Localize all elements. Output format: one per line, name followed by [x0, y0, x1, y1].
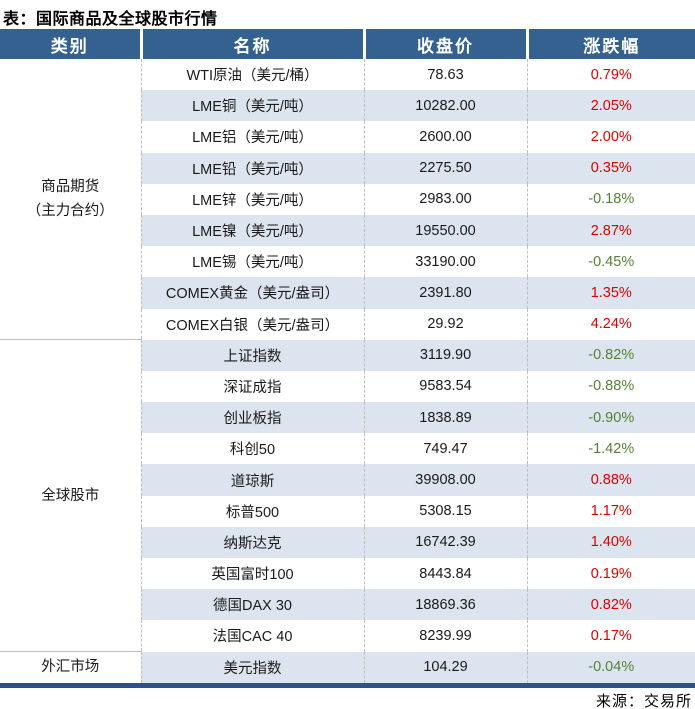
close-price-cell: 3119.90	[363, 339, 527, 371]
change-pct-cell: 0.17%	[526, 620, 695, 652]
table-row: LME铝（美元/吨） 2600.00 2.00%	[0, 121, 695, 153]
table-row: 法国CAC 40 8239.99 0.17%	[0, 620, 695, 652]
table-row: 创业板指 1838.89 -0.90%	[0, 402, 695, 434]
change-pct-cell: 0.82%	[526, 589, 695, 621]
header-category: 类别	[0, 29, 141, 59]
close-price-cell: 2275.50	[363, 152, 527, 184]
table-row: 英国富时100 8443.84 0.19%	[0, 558, 695, 590]
close-price-cell: 2983.00	[363, 183, 527, 215]
instrument-name-cell: 科创50	[140, 433, 364, 465]
instrument-name-cell: 德国DAX 30	[140, 589, 364, 621]
table-row: 纳斯达克 16742.39 1.40%	[0, 526, 695, 558]
close-price-cell: 10282.00	[363, 90, 527, 122]
change-pct-cell: -0.18%	[526, 183, 695, 215]
table-row: COMEX黄金（美元/盎司） 2391.80 1.35%	[0, 277, 695, 309]
change-pct-cell: -0.90%	[526, 402, 695, 434]
market-table-body: 商品期货 （主力合约） WTI原油（美元/桶） 78.63 0.79% LME铜（美元/吨…	[0, 59, 695, 683]
category-cell: 外汇市场	[0, 651, 141, 683]
table-row: LME铜（美元/吨） 10282.00 2.05%	[0, 90, 695, 122]
close-price-cell: 18869.36	[363, 589, 527, 621]
instrument-name-cell: 深证成指	[140, 370, 364, 403]
table-row: 德国DAX 30 18869.36 0.82%	[0, 589, 695, 621]
instrument-name-cell: 道琼斯	[140, 464, 364, 496]
instrument-name-cell: COMEX白银（美元/盎司）	[140, 308, 364, 340]
close-price-cell: 2600.00	[363, 121, 527, 153]
table-row: LME镍（美元/吨） 19550.00 2.87%	[0, 214, 695, 247]
close-price-cell: 19550.00	[363, 214, 527, 247]
change-pct-cell: -0.04%	[526, 651, 695, 683]
table-row: 深证成指 9583.54 -0.88%	[0, 370, 695, 403]
close-price-cell: 29.92	[363, 308, 527, 340]
change-pct-cell: 1.40%	[526, 526, 695, 558]
close-price-cell: 2391.80	[363, 277, 527, 309]
close-price-cell: 1838.89	[363, 402, 527, 434]
instrument-name-cell: 法国CAC 40	[140, 620, 364, 652]
close-price-cell: 749.47	[363, 433, 527, 465]
change-pct-cell: -0.88%	[526, 370, 695, 403]
close-price-cell: 16742.39	[363, 526, 527, 558]
instrument-name-cell: LME铅（美元/吨）	[140, 152, 364, 184]
instrument-name-cell: 美元指数	[140, 651, 364, 683]
change-pct-cell: -0.82%	[526, 339, 695, 371]
instrument-name-cell: LME铜（美元/吨）	[140, 90, 364, 122]
change-pct-cell: 0.79%	[526, 59, 695, 91]
table-row: 外汇市场 美元指数 104.29 -0.04%	[0, 651, 695, 683]
table-header: 类别 名称 收盘价 涨跌幅	[0, 29, 695, 59]
market-table: 类别 名称 收盘价 涨跌幅 商品期货 （主力合约） WTI原油（美元/桶） 78.63…	[0, 29, 695, 683]
table-row: 商品期货 （主力合约） WTI原油（美元/桶） 78.63 0.79%	[0, 59, 695, 341]
table-row: COMEX白银（美元/盎司） 29.92 4.24%	[0, 308, 695, 340]
instrument-name-cell: COMEX黄金（美元/盎司）	[140, 277, 364, 309]
change-pct-cell: 2.00%	[526, 121, 695, 153]
header-name: 名称	[139, 29, 364, 59]
close-price-cell: 8443.84	[363, 558, 527, 590]
header-change-pct: 涨跌幅	[525, 29, 695, 59]
change-pct-cell: 0.19%	[526, 558, 695, 590]
instrument-name-cell: 上证指数	[140, 339, 364, 371]
close-price-cell: 8239.99	[363, 620, 527, 652]
instrument-name-cell: 创业板指	[140, 402, 364, 434]
table-row: 科创50 749.47 -1.42%	[0, 433, 695, 465]
change-pct-cell: -0.45%	[526, 246, 695, 278]
change-pct-cell: 2.05%	[526, 90, 695, 122]
category-cell: 商品期货 （主力合约）	[0, 59, 141, 341]
close-price-cell: 78.63	[363, 59, 527, 91]
table-row: LME铅（美元/吨） 2275.50 0.35%	[0, 152, 695, 184]
instrument-name-cell: 纳斯达克	[140, 526, 364, 558]
instrument-name-cell: WTI原油（美元/桶）	[140, 59, 364, 91]
bottom-accent-bar	[0, 682, 695, 688]
table-row: LME锌（美元/吨） 2983.00 -0.18%	[0, 183, 695, 215]
instrument-name-cell: 英国富时100	[140, 558, 364, 590]
close-price-cell: 33190.00	[363, 246, 527, 278]
change-pct-cell: 0.88%	[526, 464, 695, 496]
header-close-price: 收盘价	[362, 29, 527, 59]
close-price-cell: 39908.00	[363, 464, 527, 496]
table-row: 标普500 5308.15 1.17%	[0, 495, 695, 527]
instrument-name-cell: LME镍（美元/吨）	[140, 214, 364, 247]
table-row: 全球股市 上证指数 3119.90 -0.82%	[0, 339, 695, 653]
change-pct-cell: 1.35%	[526, 277, 695, 309]
instrument-name-cell: 标普500	[140, 495, 364, 527]
category-cell: 全球股市	[0, 339, 141, 653]
close-price-cell: 5308.15	[363, 495, 527, 527]
change-pct-cell: 2.87%	[526, 214, 695, 247]
change-pct-cell: 1.17%	[526, 495, 695, 527]
instrument-name-cell: LME锌（美元/吨）	[140, 183, 364, 215]
close-price-cell: 104.29	[363, 651, 527, 683]
instrument-name-cell: LME锡（美元/吨）	[140, 246, 364, 278]
table-row: LME锡（美元/吨） 33190.00 -0.45%	[0, 246, 695, 278]
page-title: 表：国际商品及全球股市行情	[3, 11, 218, 28]
close-price-cell: 9583.54	[363, 370, 527, 403]
change-pct-cell: -1.42%	[526, 433, 695, 465]
table-row: 道琼斯 39908.00 0.88%	[0, 464, 695, 496]
change-pct-cell: 4.24%	[526, 308, 695, 340]
source-note: 来源：交易所	[595, 692, 692, 709]
change-pct-cell: 0.35%	[526, 152, 695, 184]
instrument-name-cell: LME铝（美元/吨）	[140, 121, 364, 153]
